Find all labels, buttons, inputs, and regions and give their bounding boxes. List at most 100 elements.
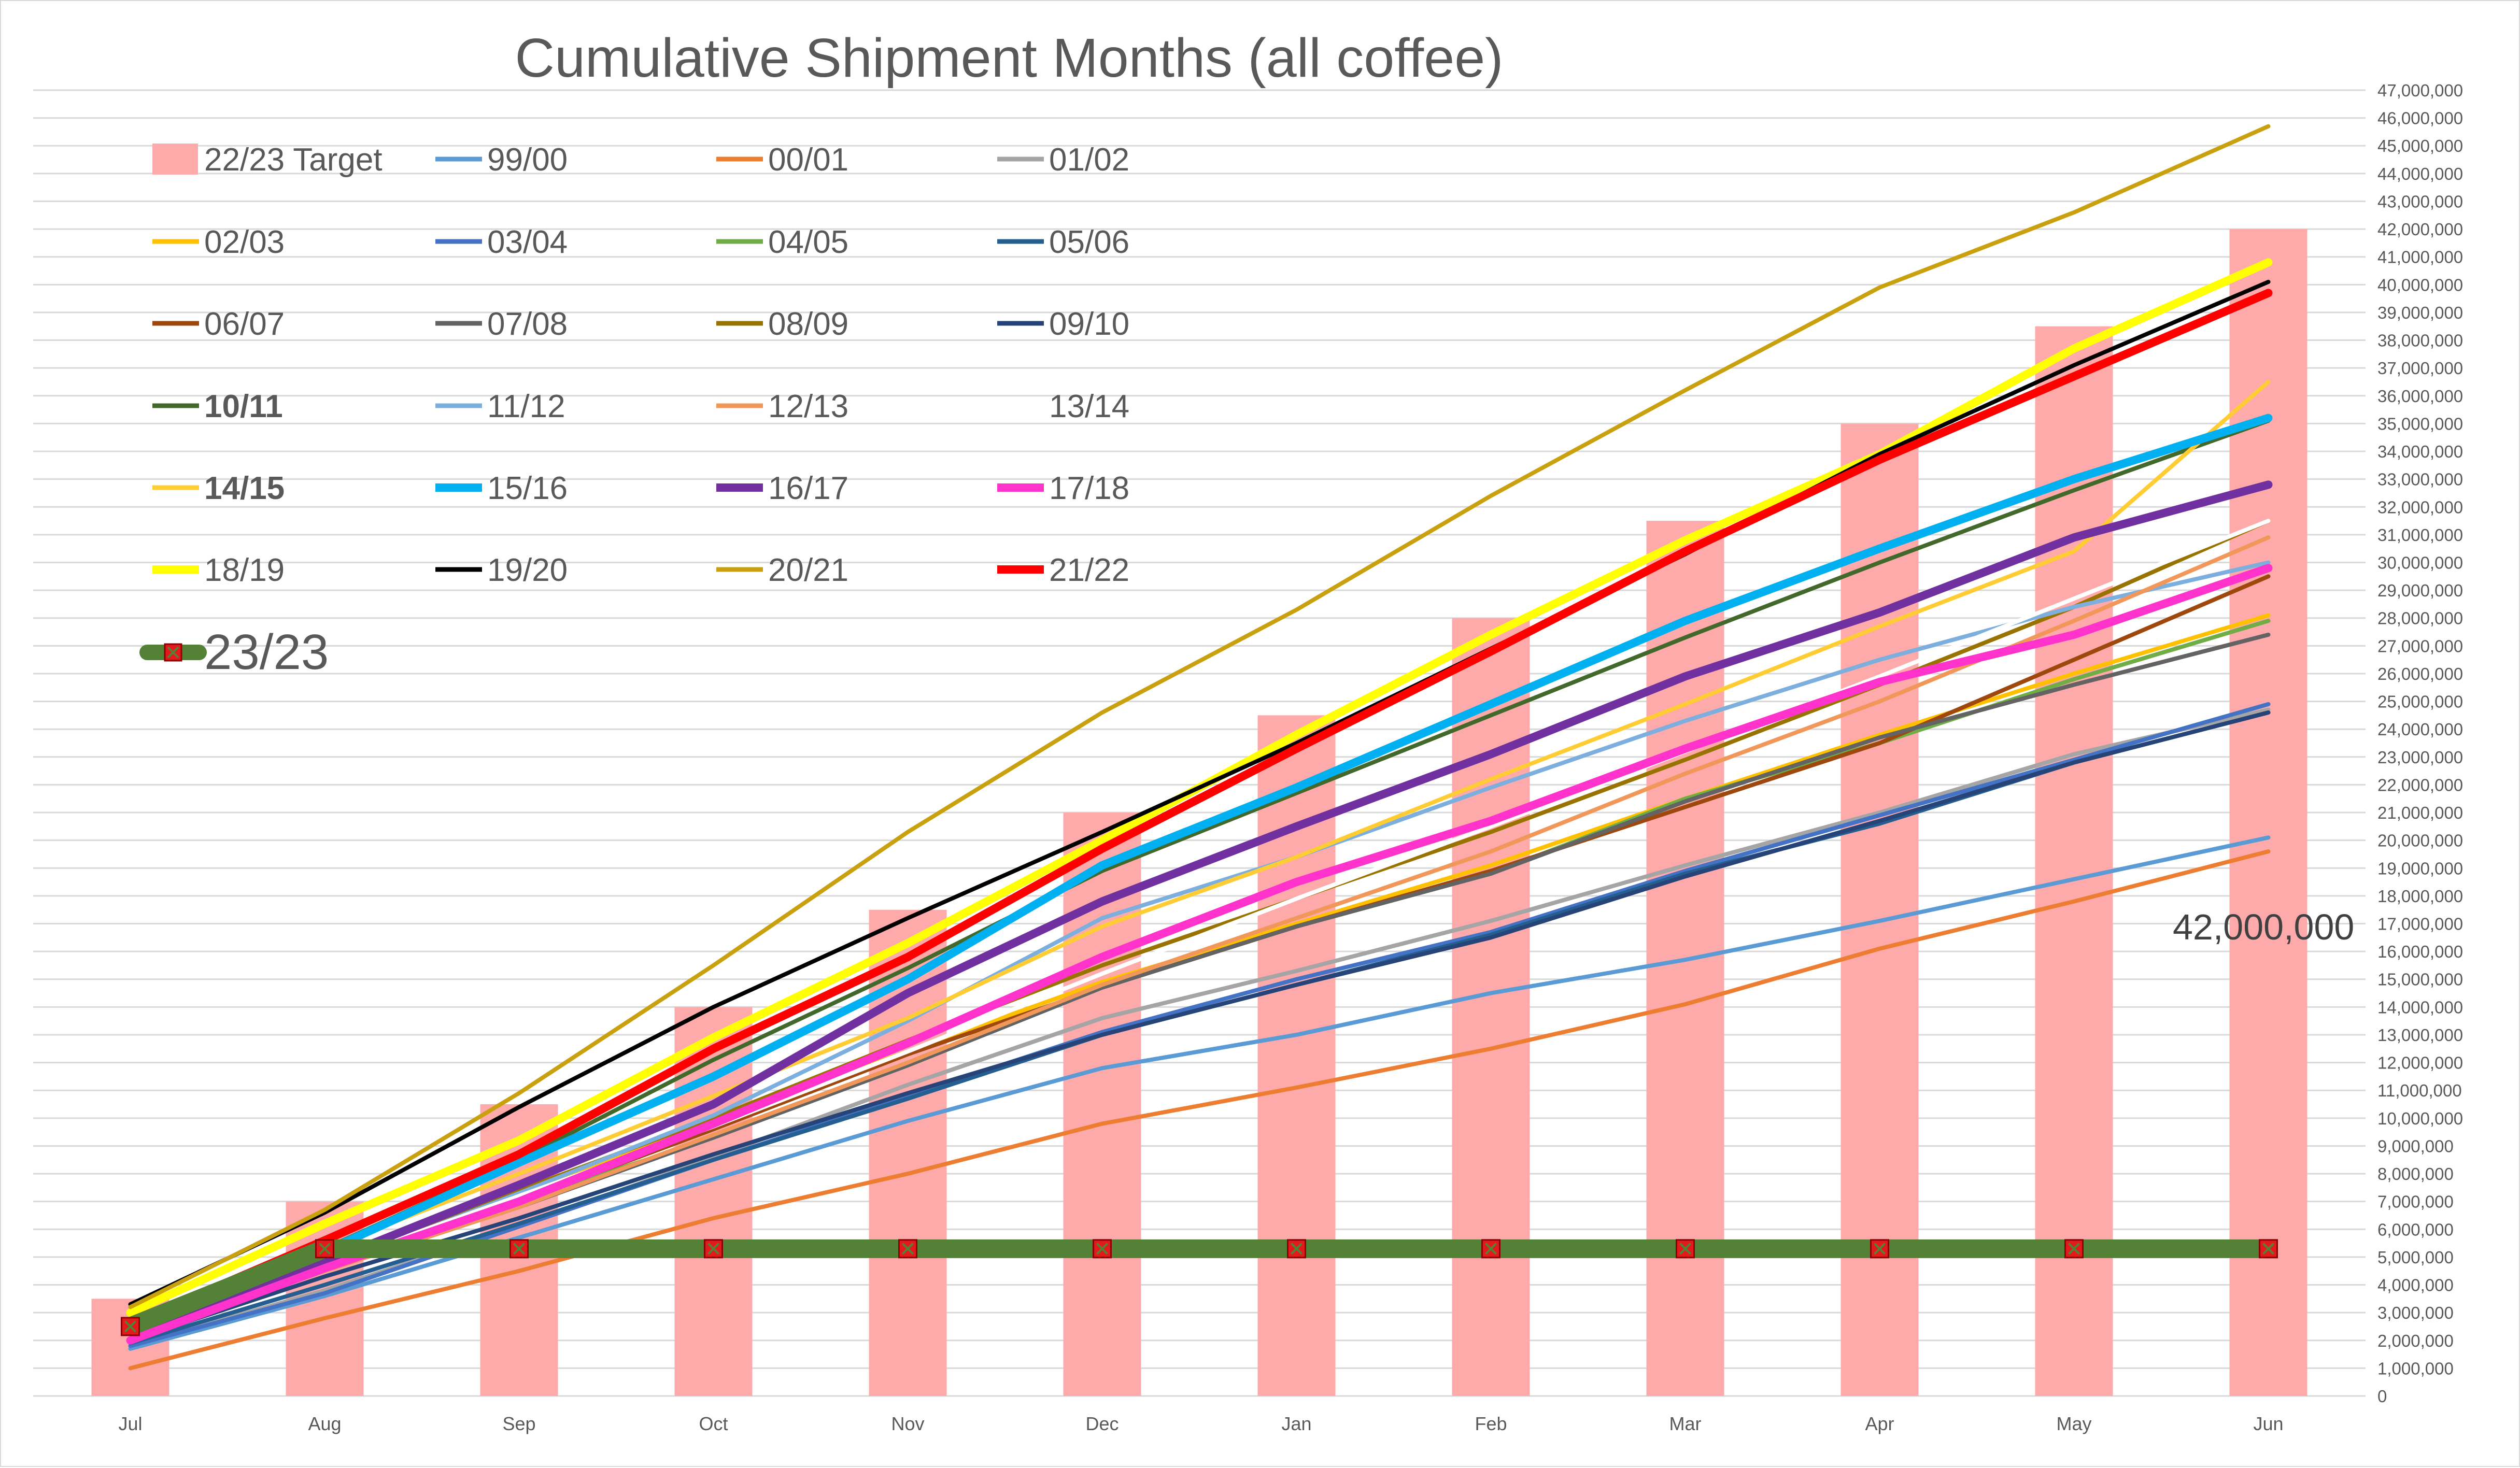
legend-item: 02/03: [152, 224, 285, 260]
legend-label: 12/13: [768, 389, 848, 424]
legend-label: 03/04: [487, 224, 568, 260]
y-tick-label: 36,000,000: [2377, 387, 2463, 406]
y-tick-label: 3,000,000: [2377, 1303, 2454, 1322]
legend-label: 07/08: [487, 306, 568, 342]
y-tick-label: 25,000,000: [2377, 692, 2463, 711]
series-line: [126, 414, 2273, 1331]
legend-item: 07/08: [435, 306, 568, 342]
series-line: [128, 279, 2271, 1307]
y-tick-label: 13,000,000: [2377, 1025, 2463, 1045]
series-line: [126, 289, 2273, 1328]
series-line: [126, 480, 2273, 1336]
legend-item: 15/16: [435, 471, 568, 506]
y-tick-label: 44,000,000: [2377, 164, 2463, 183]
legend-item: 23/23: [139, 624, 329, 680]
x-tick-label: Jul: [118, 1413, 142, 1434]
annotation-label: 42,000,000: [2173, 907, 2354, 947]
y-tick-label: 2,000,000: [2377, 1331, 2454, 1350]
legend-item: 17/18: [997, 471, 1129, 506]
y-tick-label: 0: [2377, 1387, 2387, 1406]
y-axis-ticks: 0 1,000,000 2,000,000 3,000,000 4,000,000 5,0…: [2377, 81, 2463, 1406]
legend-label: 99/00: [487, 142, 568, 178]
y-tick-label: 6,000,000: [2377, 1220, 2454, 1239]
series-line: [128, 519, 2271, 1337]
legend-label: 20/21: [768, 552, 848, 588]
y-tick-label: 16,000,000: [2377, 942, 2463, 961]
legend-item: 10/11: [152, 389, 283, 424]
series-line: [128, 849, 2271, 1371]
series-marker: [1676, 1239, 1695, 1259]
x-axis-ticks: Jul Aug Sep Oct Nov Dec Jan Feb Mar Apr May Jun: [118, 1413, 2283, 1434]
y-tick-label: 30,000,000: [2377, 553, 2463, 572]
series-marker: [704, 1239, 723, 1259]
legend-item: 16/17: [716, 471, 848, 506]
series-line: [126, 564, 2273, 1345]
target-bar: [2035, 326, 2113, 1396]
y-tick-label: 11,000,000: [2377, 1081, 2462, 1100]
legend-item: 06/07: [152, 306, 285, 342]
y-tick-label: 31,000,000: [2377, 525, 2463, 545]
legend-item: 03/04: [435, 224, 568, 260]
y-tick-label: 7,000,000: [2377, 1192, 2454, 1212]
legend-item: 20/21: [716, 552, 848, 588]
legend-item: 21/22: [997, 552, 1129, 588]
legend-label: 14/15: [204, 471, 285, 506]
y-tick-label: 38,000,000: [2377, 331, 2463, 350]
legend-item: 14/15: [152, 471, 285, 506]
legend-item: 05/06: [997, 224, 1129, 260]
legend-label: 09/10: [1049, 306, 1129, 342]
legend-label: 18/19: [204, 552, 285, 588]
chart-title: Cumulative Shipment Months (all coffee): [515, 27, 1504, 89]
y-tick-label: 32,000,000: [2377, 497, 2463, 517]
y-tick-label: 26,000,000: [2377, 664, 2463, 683]
series-line: [128, 835, 2271, 1351]
target-bar: [1452, 618, 1530, 1396]
series-marker: [2064, 1239, 2084, 1259]
legend: 22/23 Target 99/00 00/01 01/02 02/03 03/04 04/…: [139, 142, 1129, 680]
y-tick-label: 18,000,000: [2377, 887, 2463, 906]
series-marker: [1287, 1239, 1306, 1259]
legend-item: 22/23 Target: [152, 142, 383, 178]
y-tick-label: 17,000,000: [2377, 915, 2463, 934]
x-tick-label: Nov: [891, 1413, 924, 1434]
legend-item: 99/00: [435, 142, 568, 178]
legend-label: 04/05: [768, 224, 848, 260]
series-line: [121, 1239, 2278, 1336]
x-tick-label: Mar: [1669, 1413, 1702, 1434]
y-tick-label: 46,000,000: [2377, 109, 2463, 128]
legend-label: 08/09: [768, 306, 848, 342]
y-tick-label: 19,000,000: [2377, 859, 2463, 878]
series-lines: [121, 124, 2278, 1371]
legend-label: 10/11: [204, 389, 283, 424]
y-tick-label: 40,000,000: [2377, 275, 2463, 294]
y-tick-label: 35,000,000: [2377, 414, 2463, 433]
legend-label: 21/22: [1049, 552, 1129, 588]
x-tick-label: May: [2056, 1413, 2091, 1434]
y-tick-label: 5,000,000: [2377, 1248, 2454, 1267]
legend-item: 01/02: [997, 142, 1129, 178]
y-tick-label: 28,000,000: [2377, 609, 2463, 628]
series-marker: [315, 1239, 334, 1259]
legend-label: 01/02: [1049, 142, 1129, 178]
legend-label: 19/20: [487, 552, 568, 588]
x-tick-label: Aug: [308, 1413, 341, 1434]
legend-item: 13/14: [997, 389, 1129, 424]
x-tick-label: Jun: [2253, 1413, 2283, 1434]
legend-label: 06/07: [204, 306, 285, 342]
legend-label: 17/18: [1049, 471, 1129, 506]
series-line: [128, 535, 2271, 1337]
y-tick-label: 41,000,000: [2377, 248, 2463, 267]
series-marker: [121, 1317, 140, 1336]
legend-label: 22/23 Target: [204, 142, 383, 178]
series-marker: [1093, 1239, 1112, 1259]
y-tick-label: 8,000,000: [2377, 1164, 2454, 1184]
y-tick-label: 14,000,000: [2377, 997, 2463, 1017]
y-tick-label: 4,000,000: [2377, 1276, 2454, 1295]
series-line: [128, 379, 2271, 1332]
legend-swatch: [152, 144, 198, 175]
y-tick-label: 39,000,000: [2377, 303, 2463, 322]
x-tick-label: Apr: [1865, 1413, 1894, 1434]
y-tick-label: 1,000,000: [2377, 1359, 2454, 1378]
y-tick-label: 22,000,000: [2377, 775, 2463, 794]
